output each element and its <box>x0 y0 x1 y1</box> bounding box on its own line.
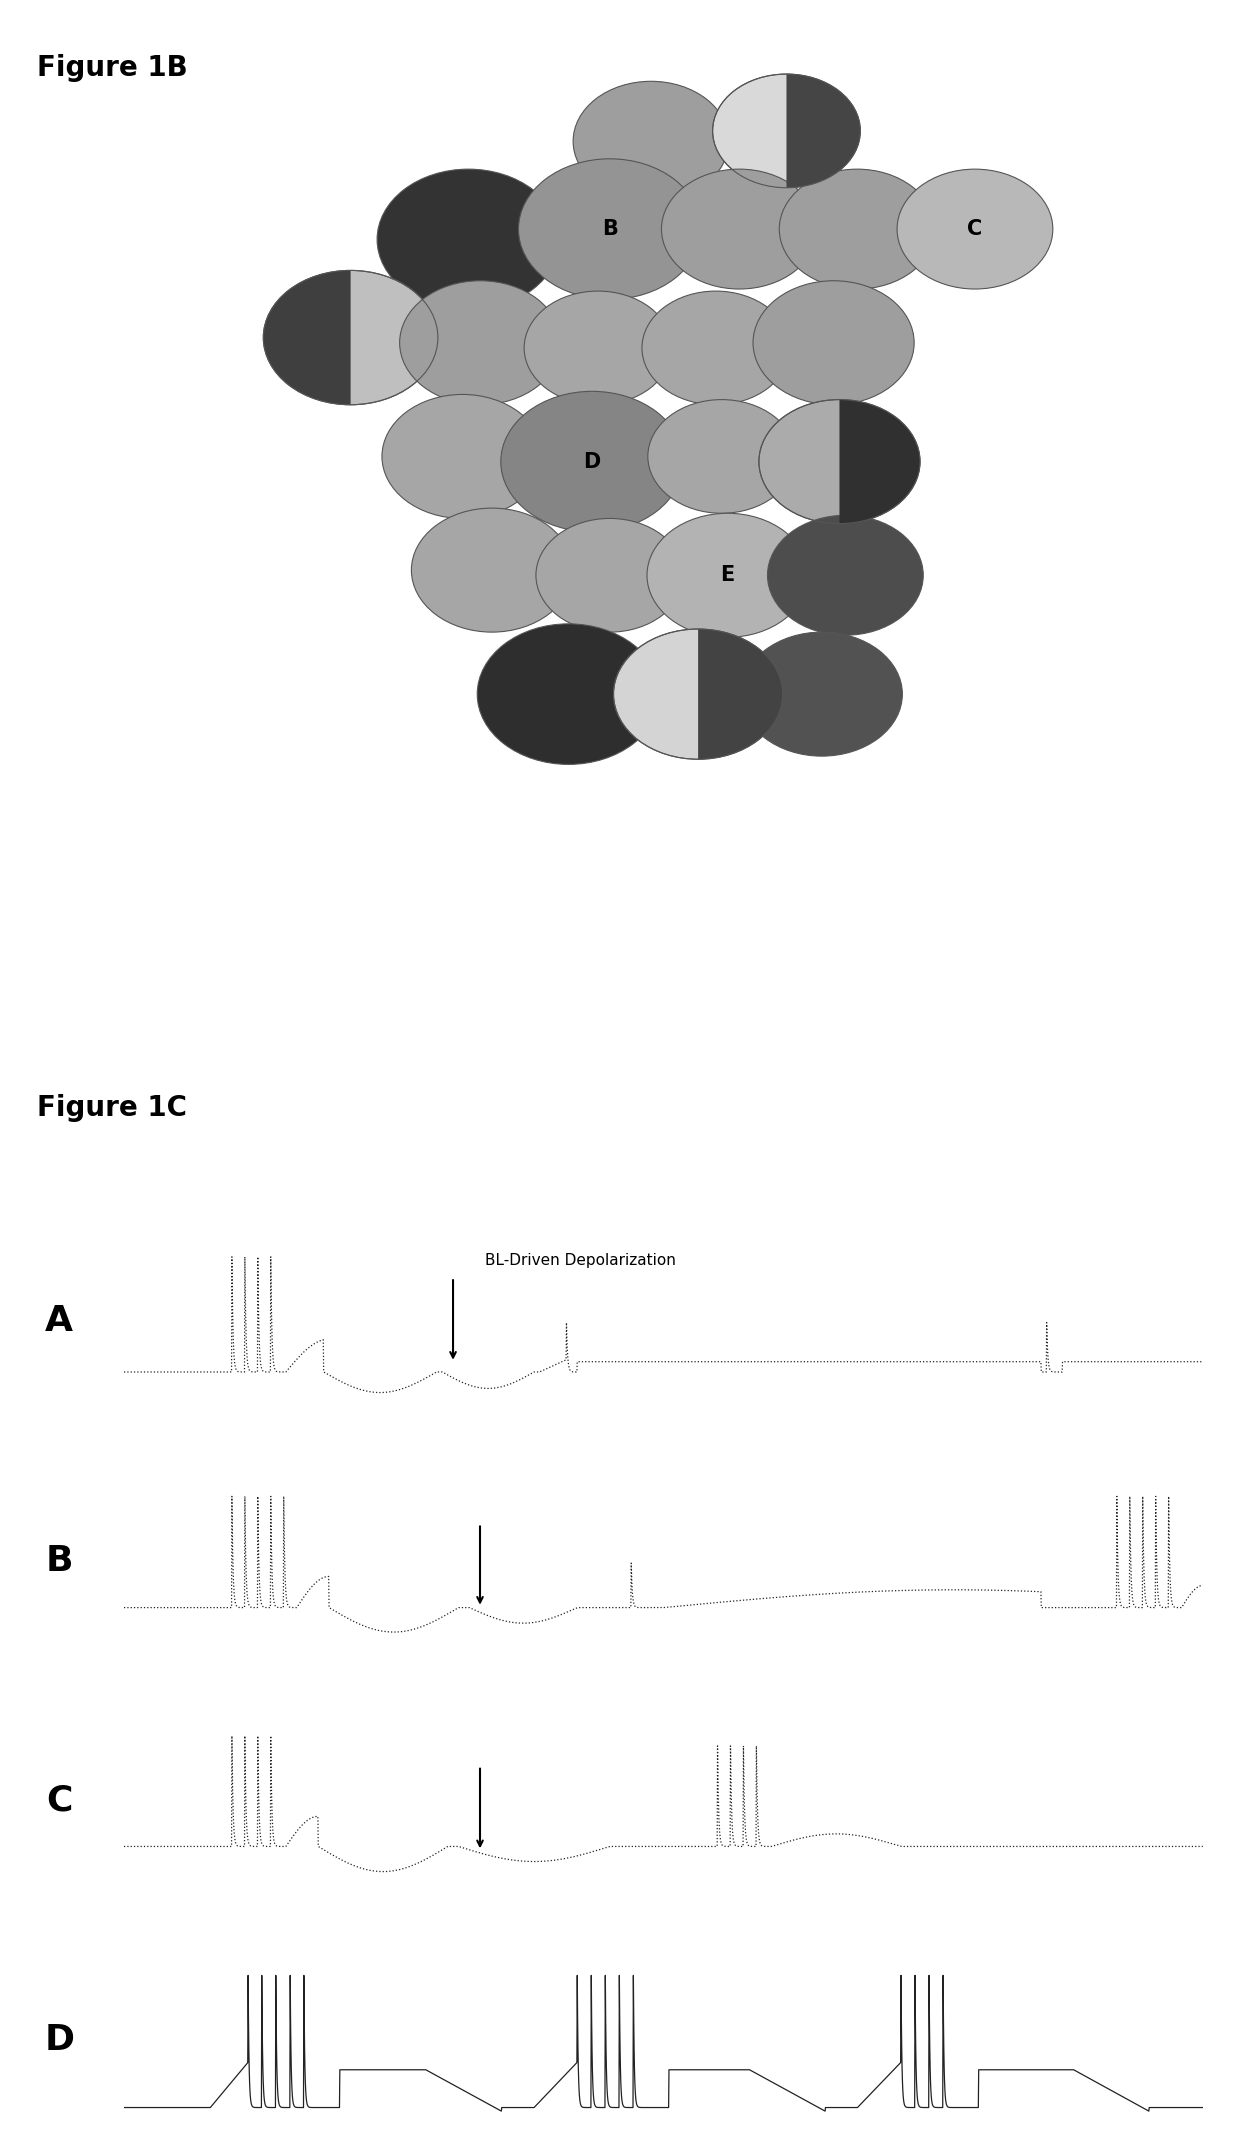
Text: B: B <box>46 1544 73 1578</box>
Polygon shape <box>698 629 782 760</box>
Text: B: B <box>601 220 618 239</box>
Ellipse shape <box>779 170 935 289</box>
Text: C: C <box>967 220 982 239</box>
Ellipse shape <box>647 512 808 637</box>
Text: Figure 1B: Figure 1B <box>37 54 188 82</box>
Ellipse shape <box>753 280 914 405</box>
Text: BL-Driven Depolarization: BL-Driven Depolarization <box>485 1253 676 1268</box>
Ellipse shape <box>768 515 924 635</box>
Ellipse shape <box>525 291 672 405</box>
Ellipse shape <box>399 280 560 405</box>
Ellipse shape <box>412 508 573 633</box>
Ellipse shape <box>501 392 683 532</box>
Text: A: A <box>46 1305 73 1339</box>
Text: Figure 1C: Figure 1C <box>37 1094 187 1122</box>
Ellipse shape <box>642 291 790 405</box>
Ellipse shape <box>382 394 543 519</box>
Ellipse shape <box>377 170 559 310</box>
Polygon shape <box>839 400 920 523</box>
Ellipse shape <box>573 82 729 200</box>
Polygon shape <box>263 271 351 405</box>
Polygon shape <box>786 73 861 187</box>
Ellipse shape <box>661 170 817 289</box>
Ellipse shape <box>536 519 683 633</box>
Ellipse shape <box>614 629 782 760</box>
Ellipse shape <box>897 170 1053 289</box>
Ellipse shape <box>742 633 903 756</box>
Ellipse shape <box>759 400 920 523</box>
Text: C: C <box>46 1783 72 1817</box>
Ellipse shape <box>713 73 861 187</box>
Text: E: E <box>720 566 734 586</box>
Ellipse shape <box>647 400 796 512</box>
Ellipse shape <box>263 271 438 405</box>
Ellipse shape <box>518 159 701 299</box>
Ellipse shape <box>477 624 660 764</box>
Text: D: D <box>584 452 600 472</box>
Text: D: D <box>45 2024 74 2056</box>
